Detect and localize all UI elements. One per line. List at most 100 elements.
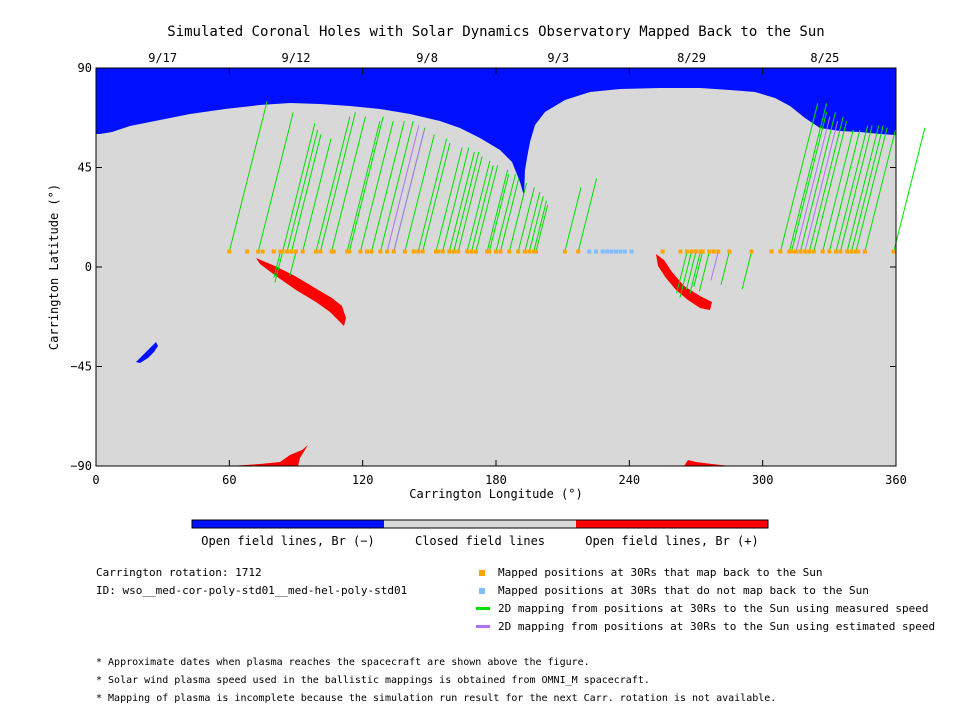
mapped-point (411, 249, 416, 254)
measured-mapping-line (331, 116, 366, 252)
measured-mapping-line (257, 112, 294, 252)
measured-mapping-line (422, 143, 451, 252)
measured-mapping-line (791, 112, 828, 252)
mapped-point (294, 249, 298, 254)
measured-mapping-line (286, 129, 319, 252)
mapped-point (849, 249, 854, 254)
measured-mapping-line (471, 165, 494, 252)
measured-mapping-line (835, 125, 869, 252)
mapped-point (447, 249, 452, 254)
measured-mapping-line (508, 182, 528, 252)
mapped-point (434, 249, 438, 254)
measured-mapping-line (893, 127, 926, 252)
top-date-label: 8/25 (810, 51, 839, 65)
unmapped-point (629, 249, 634, 254)
unmapped-point (618, 249, 623, 254)
mapped-point (787, 249, 792, 254)
estimated-mapping-line (393, 129, 425, 252)
x-tick-label: 300 (752, 473, 774, 487)
estimated-speed-swatch (476, 625, 490, 628)
colorbar: Open field lines, Br (−) Closed field li… (191, 519, 769, 548)
x-axis-ticks: 0 60 120 180 240 300 360 (92, 68, 907, 487)
mapped-point (854, 249, 858, 254)
mapped-point (689, 249, 694, 254)
mapped-point (391, 249, 396, 254)
y-tick-label: 0 (85, 260, 92, 274)
measured-mapping-line (577, 178, 598, 252)
mapped-point (416, 249, 421, 254)
mapped-point (487, 249, 492, 254)
measured-mapping-line (457, 156, 483, 252)
mapping-lines (228, 101, 926, 299)
top-date-labels: 9/17 9/12 9/8 9/3 8/29 8/25 (148, 51, 839, 65)
mapped-point (678, 249, 683, 254)
measured-mapping-line (741, 251, 753, 290)
mapped-point (331, 249, 336, 254)
mapped-point (534, 249, 538, 254)
measured-mapping-line (291, 134, 322, 252)
measured-mapping-line (442, 147, 470, 252)
measured-mapping-line (535, 204, 549, 252)
mapped-point (474, 249, 478, 254)
positive-coronal-hole-east (656, 254, 712, 310)
measured-mapping-line (282, 123, 316, 252)
mapped-point (465, 249, 470, 254)
measured-mapping-line (448, 151, 475, 252)
mapped-point (485, 249, 490, 254)
measured-mapping-line (676, 251, 688, 294)
measured-mapping-line (779, 103, 819, 252)
measured-mapping-line (524, 191, 541, 252)
x-tick-label: 0 (92, 473, 99, 487)
measured-mapping-line (808, 116, 844, 252)
measured-mapping-line (453, 151, 480, 252)
measured-speed-swatch (476, 607, 490, 610)
run-id-text: ID: wso__med-cor-poly-std01__med-hel-pol… (96, 584, 408, 597)
measured-mapping-line (839, 125, 873, 252)
colorbar-closed (384, 520, 576, 528)
measured-mapping-line (319, 112, 356, 252)
unmapped-point (609, 249, 614, 254)
mapped-point (260, 249, 265, 254)
top-date-label: 9/12 (282, 51, 311, 65)
mapped-point (271, 249, 276, 254)
mapped-point (358, 249, 363, 254)
mapped-point (685, 249, 690, 254)
mapped-point (834, 249, 838, 254)
measured-mapping-line (348, 116, 384, 252)
measured-mapping-line (379, 120, 414, 252)
mapped-point (769, 249, 774, 254)
mapped-point (694, 249, 698, 254)
mapped-point (707, 249, 712, 254)
mapped-point (891, 249, 896, 254)
top-date-label: 9/17 (148, 51, 177, 65)
mapped-point (838, 249, 843, 254)
measured-mapping-line (486, 169, 509, 252)
mapped-point (365, 249, 370, 254)
unmapped-point (614, 249, 618, 254)
colorbar-open-negative (192, 520, 384, 528)
mapped-point (820, 249, 825, 254)
measured-mapping-line (533, 200, 548, 252)
mapped-point (522, 249, 527, 254)
mapped-point (469, 249, 474, 254)
chart-title: Simulated Coronal Holes with Solar Dynam… (167, 24, 824, 40)
legend-estimated-label: 2D mapping from positions at 30Rs to the… (498, 620, 936, 633)
y-tick-label: −90 (70, 459, 92, 473)
measured-mapping-line (698, 251, 710, 292)
measured-mapping-line (371, 120, 405, 252)
top-date-label: 9/8 (416, 51, 438, 65)
measured-mapping-line (686, 251, 697, 290)
mapped-point (289, 249, 294, 254)
colorbar-frame (191, 519, 769, 529)
measured-mapping-line (679, 251, 693, 299)
mapped-point (436, 249, 441, 254)
mapped-point (778, 249, 783, 254)
footnote-speed-source: * Solar wind plasma speed used in the ba… (96, 675, 650, 686)
y-axis-ticks: 90 45 0 −45 −90 (70, 61, 896, 473)
y-tick-label: 45 (78, 161, 92, 175)
estimated-mapping-line (795, 116, 831, 252)
measured-mapping-line (720, 251, 730, 285)
mapped-point (378, 249, 383, 254)
colorbar-open-positive (576, 520, 768, 528)
